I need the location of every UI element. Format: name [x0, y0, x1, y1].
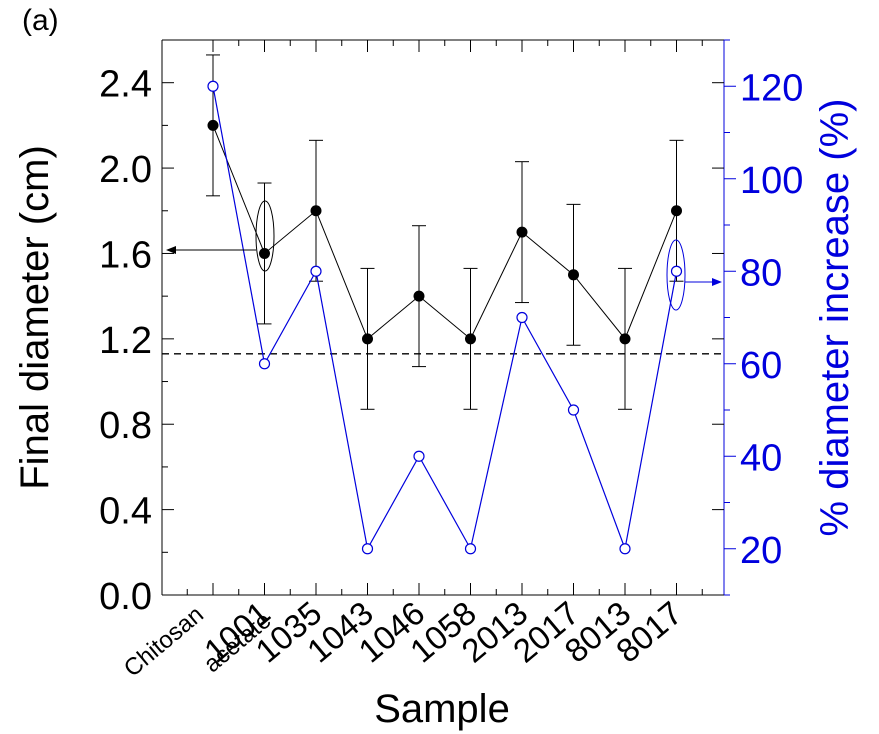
right-y-axis-title: % diameter increase (%) — [813, 99, 857, 537]
left-tick-label: 2.4 — [99, 64, 152, 106]
diameter-increase-point — [670, 265, 683, 277]
panel-label: (a) — [22, 4, 59, 37]
final-diameter-point — [619, 333, 631, 345]
final-diameter-point — [671, 205, 682, 217]
right-tick-label: 120 — [740, 67, 803, 109]
left-tick-label: 0.8 — [99, 405, 152, 447]
final-diameter-line — [212, 125, 677, 340]
right-series-marker-ellipse — [666, 239, 686, 311]
left-y-axis-title: Final diameter (cm) — [13, 145, 57, 490]
right-tick-label: 20 — [740, 530, 782, 572]
diameter-increase-line — [212, 86, 678, 551]
final-diameter-point — [413, 290, 425, 302]
annotations — [166, 200, 722, 311]
left-tick-label: 0.0 — [99, 576, 152, 618]
final-diameter-point — [310, 205, 322, 217]
left-tick-label: 2.0 — [99, 149, 152, 191]
left-tick-label: 1.6 — [99, 234, 152, 276]
right-tick-label: 80 — [740, 252, 782, 294]
diameter-increase-point — [207, 80, 219, 92]
right-tick-label: 60 — [740, 345, 782, 387]
final-diameter-point — [516, 226, 528, 238]
series-layer — [206, 54, 684, 555]
diameter-increase-point — [413, 450, 425, 462]
final-diameter-point — [259, 247, 270, 259]
diameter-increase-point — [567, 404, 580, 416]
right-axis-arrowhead — [712, 278, 722, 286]
right-tick-label: 100 — [740, 160, 803, 202]
final-diameter-point — [207, 119, 219, 131]
left-series-marker-ellipse — [255, 200, 275, 272]
final-diameter-point — [568, 269, 579, 281]
diameter-increase-point — [464, 543, 477, 555]
final-diameter-point — [362, 333, 373, 345]
left-tick-label: 1.2 — [99, 320, 152, 362]
x-axis-title: Sample — [374, 687, 510, 731]
diameter-increase-point — [361, 543, 374, 555]
diameter-increase-point — [516, 311, 528, 324]
left-axis-arrowhead — [166, 246, 176, 254]
diameter-increase-point — [310, 265, 322, 277]
final-diameter-point — [465, 333, 476, 345]
right-tick-label: 40 — [740, 437, 782, 479]
left-tick-label: 0.4 — [99, 491, 152, 533]
diameter-increase-point — [619, 543, 631, 555]
axes: 0.00.40.81.21.62.02.420406080100120Chito… — [13, 39, 857, 731]
diameter-increase-point — [258, 358, 271, 370]
